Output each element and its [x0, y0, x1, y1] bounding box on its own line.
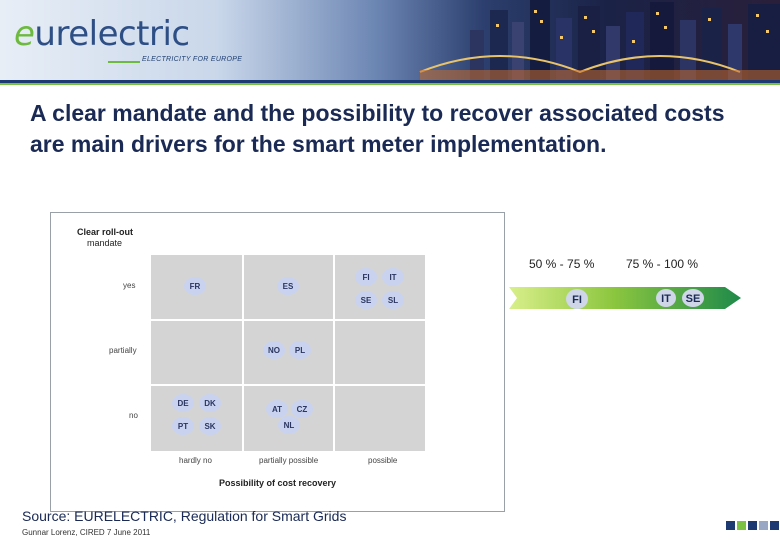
svg-text:DK: DK — [204, 399, 216, 408]
bubble-fr: FR — [184, 277, 206, 295]
bubble-it: IT — [382, 268, 404, 286]
svg-text:FI: FI — [362, 273, 369, 282]
range-arrow-shape — [509, 287, 741, 309]
bubble-nl: NL — [278, 416, 300, 434]
logo-tagline: ELECTRICITY FOR EUROPE — [142, 56, 243, 63]
source-caption: Source: EURELECTRIC, Regulation for Smar… — [22, 508, 347, 524]
bubble-at: AT — [266, 400, 288, 418]
slide-title: A clear mandate and the possibility to r… — [30, 100, 725, 157]
bubble-no: NO — [263, 341, 285, 359]
x-label-possible: possible — [368, 456, 398, 465]
range-label-50-75: 50 % - 75 % — [529, 257, 595, 271]
footer-text: Gunnar Lorenz, CIRED 7 June 2011 — [22, 528, 151, 537]
svg-text:SK: SK — [204, 422, 215, 431]
country-bubbles: FR ES FI IT SE SL NO PL DE DK PT SK AT C… — [172, 268, 404, 435]
arrow-bubble-fi: FI — [566, 289, 588, 309]
bubble-cz: CZ — [291, 400, 313, 418]
x-axis-title: Possibility of cost recovery — [219, 478, 336, 488]
bubble-sl: SL — [382, 291, 404, 309]
city-skyline-image — [419, 0, 780, 80]
bubble-pl: PL — [289, 341, 311, 359]
y-axis-title-line1: Clear roll-out — [77, 227, 133, 237]
bubble-fi: FI — [355, 268, 377, 286]
svg-text:DE: DE — [177, 399, 189, 408]
y-label-partially: partially — [109, 346, 137, 355]
range-arrow: FI IT SE — [509, 287, 741, 309]
bubble-de: DE — [172, 394, 194, 412]
svg-text:SE: SE — [686, 293, 701, 305]
x-label-hardly-no: hardly no — [179, 456, 212, 465]
range-label-75-100: 75 % - 100 % — [626, 257, 699, 271]
cost-recovery-matrix: Clear roll-out mandate yes partially no … — [50, 212, 505, 512]
svg-text:IT: IT — [389, 273, 396, 282]
eurelectric-logo: eurelectric — [14, 14, 190, 54]
svg-text:PL: PL — [295, 346, 305, 355]
svg-text:AT: AT — [272, 405, 282, 414]
matrix-svg: Clear roll-out mandate yes partially no … — [77, 227, 425, 488]
svg-text:IT: IT — [661, 293, 671, 305]
arrow-bubble-it: IT — [656, 289, 676, 307]
logo-underline — [108, 61, 140, 63]
svg-text:SL: SL — [388, 296, 398, 305]
svg-text:FR: FR — [190, 282, 201, 291]
svg-text:NL: NL — [284, 421, 295, 430]
bubble-sk: SK — [199, 417, 221, 435]
y-label-yes: yes — [123, 281, 135, 290]
svg-text:ES: ES — [283, 282, 294, 291]
svg-text:SE: SE — [361, 296, 372, 305]
x-label-partially-possible: partially possible — [259, 456, 319, 465]
bubble-dk: DK — [199, 394, 221, 412]
svg-text:FI: FI — [572, 294, 582, 306]
bubble-es: ES — [277, 277, 299, 295]
header-banner: eurelectric ELECTRICITY FOR EUROPE — [0, 0, 780, 80]
svg-text:CZ: CZ — [297, 405, 308, 414]
svg-text:NO: NO — [268, 346, 280, 355]
header-rule-green — [0, 83, 780, 85]
svg-text:PT: PT — [178, 422, 188, 431]
header-rule-blue — [0, 80, 780, 83]
y-axis-title-line2: mandate — [87, 238, 122, 248]
bubble-se: SE — [355, 291, 377, 309]
arrow-bubble-se: SE — [682, 289, 704, 307]
bubble-pt: PT — [172, 417, 194, 435]
y-label-no: no — [129, 411, 138, 420]
